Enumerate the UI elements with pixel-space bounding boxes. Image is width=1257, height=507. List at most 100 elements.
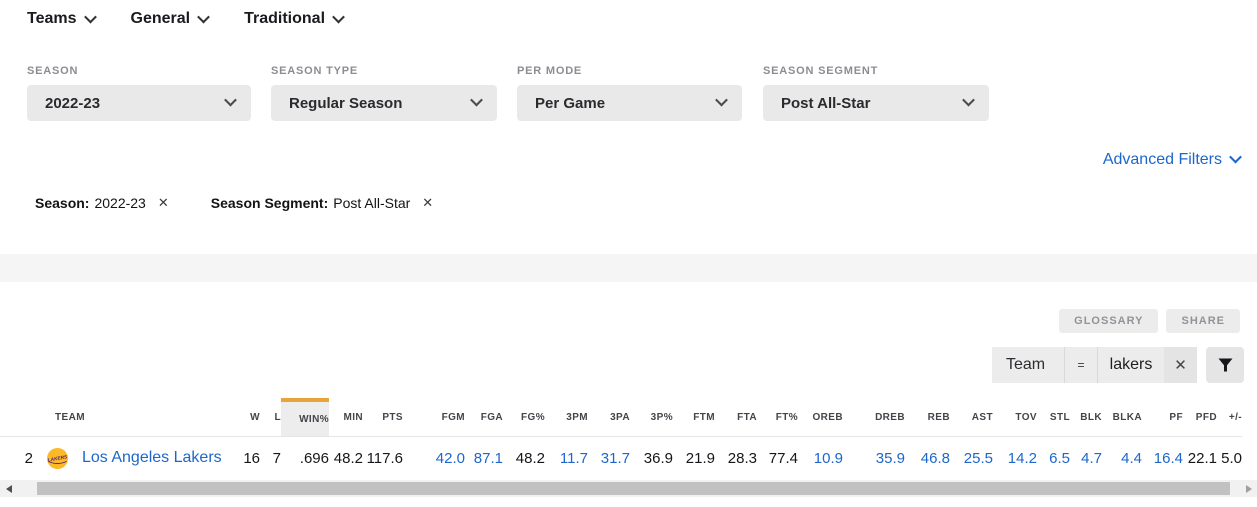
scroll-right-button[interactable] [1240, 480, 1257, 497]
glossary-button[interactable]: GLOSSARY [1059, 309, 1159, 333]
col-header-ftm[interactable]: FTM [693, 411, 715, 423]
col-header-winpct[interactable]: WIN% [281, 398, 329, 436]
chevron-down-icon [197, 10, 210, 23]
advanced-filters-link[interactable]: Advanced Filters [1103, 150, 1242, 169]
chip-season-segment: Season Segment: Post All-Star ✕ [211, 195, 433, 211]
team-name-link[interactable]: Los Angeles Lakers [82, 449, 222, 466]
filter-operator-value: = [1077, 358, 1085, 372]
chevron-down-icon [332, 10, 345, 23]
scroll-right-icon [1245, 484, 1252, 493]
season-select[interactable]: 2022-23 [27, 85, 251, 121]
stat-cell-l: 7 [272, 449, 281, 467]
filter-operator-select[interactable]: = [1065, 347, 1098, 383]
col-header-team[interactable]: TEAM [55, 411, 85, 423]
stat-cell-ftm: 21.9 [685, 449, 715, 467]
season-segment-select[interactable]: Post All-Star [763, 85, 989, 121]
col-header-w[interactable]: W [250, 411, 260, 423]
close-icon[interactable]: ✕ [422, 195, 434, 210]
col-header-l[interactable]: L [274, 411, 281, 423]
season-type-select[interactable]: Regular Season [271, 85, 497, 121]
col-header-oreb[interactable]: OREB [812, 411, 843, 423]
per-mode-select-value: Per Game [535, 94, 606, 112]
nav-traditional-label: Traditional [244, 10, 326, 27]
stat-cell-blk[interactable]: 4.7 [1081, 449, 1102, 467]
col-header-min[interactable]: MIN [343, 411, 363, 423]
nav-teams-label: Teams [27, 10, 77, 27]
col-header-pf[interactable]: PF [1169, 411, 1183, 423]
chip-season-value: 2022-23 [94, 195, 146, 211]
col-header-dreb[interactable]: DREB [875, 411, 905, 423]
col-header-fgm[interactable]: FGM [441, 411, 465, 423]
stat-cell-tov[interactable]: 14.2 [1007, 449, 1037, 467]
season-type-filter-label: SEASON TYPE [271, 65, 359, 77]
per-mode-filter-label: PER MODE [517, 65, 583, 77]
close-icon[interactable]: ✕ [157, 195, 169, 210]
scroll-left-button[interactable] [0, 480, 17, 497]
season-filter-label: SEASON [27, 65, 79, 77]
nav-general-label: General [130, 10, 191, 27]
col-header-fga[interactable]: FGA [480, 411, 503, 423]
team-rank: 2 [24, 449, 33, 467]
col-header-fgpct[interactable]: FG% [521, 411, 545, 423]
chip-season: Season: 2022-23 ✕ [35, 195, 169, 211]
filter-funnel-icon [1218, 358, 1232, 372]
stat-cell-ftpct: 77.4 [768, 449, 798, 467]
filter-value-input[interactable]: lakers [1098, 347, 1164, 383]
stat-cell-3pa[interactable]: 31.7 [600, 449, 630, 467]
stat-cell-reb[interactable]: 46.8 [920, 449, 950, 467]
col-header-blka[interactable]: BLKA [1112, 411, 1142, 423]
chevron-down-icon [1229, 150, 1242, 164]
stat-cell-stl[interactable]: 6.5 [1049, 449, 1070, 467]
stat-cell-pf[interactable]: 16.4 [1153, 449, 1183, 467]
stat-cell-plusminus: 5.0 [1221, 449, 1242, 467]
nav-teams-dropdown[interactable]: Teams [27, 10, 97, 28]
season-segment-filter-label: SEASON SEGMENT [763, 65, 879, 77]
horizontal-scrollbar[interactable] [0, 480, 1257, 497]
season-type-select-value: Regular Season [289, 94, 403, 112]
col-header-fta[interactable]: FTA [737, 411, 757, 423]
col-header-stl[interactable]: STL [1049, 411, 1070, 423]
stat-cell-pfd: 22.1 [1187, 449, 1217, 467]
stat-cell-3pm[interactable]: 11.7 [559, 449, 588, 467]
stat-cell-fta: 28.3 [727, 449, 757, 467]
table-row: 2 LAKERS Los Angeles Lakers 16 7 .696 48… [0, 437, 1242, 479]
filter-value-text: lakers [1109, 356, 1153, 373]
stat-cell-blka[interactable]: 4.4 [1121, 449, 1142, 467]
stat-cell-oreb[interactable]: 10.9 [813, 449, 843, 467]
chevron-down-icon [962, 93, 975, 107]
col-header-blk[interactable]: BLK [1080, 411, 1102, 423]
stat-cell-fga[interactable]: 87.1 [473, 449, 503, 467]
per-mode-select[interactable]: Per Game [517, 85, 742, 121]
nav-general-dropdown[interactable]: General [130, 10, 210, 28]
col-header-3pa[interactable]: 3PA [610, 411, 630, 423]
stat-cell-winpct: .696 [299, 449, 329, 467]
col-header-3ppct[interactable]: 3P% [650, 411, 673, 423]
filter-clear-button[interactable]: ✕ [1164, 347, 1197, 383]
share-button[interactable]: SHARE [1166, 309, 1240, 333]
col-header-ast[interactable]: AST [971, 411, 993, 423]
col-header-pts[interactable]: PTS [382, 411, 403, 423]
chip-season-label: Season: [35, 195, 90, 211]
nav-traditional-dropdown[interactable]: Traditional [244, 10, 345, 28]
stat-cell-pts: 117.6 [366, 449, 403, 467]
close-icon: ✕ [1174, 357, 1187, 374]
col-header-3pm[interactable]: 3PM [566, 411, 588, 423]
col-header-tov[interactable]: TOV [1015, 411, 1037, 423]
column-filter-control: Team = lakers ✕ [992, 347, 1244, 383]
col-header-plusminus[interactable]: +/- [1228, 411, 1242, 423]
season-select-value: 2022-23 [45, 94, 101, 112]
col-header-reb[interactable]: REB [927, 411, 950, 423]
stat-cell-dreb[interactable]: 35.9 [875, 449, 905, 467]
table-toolbar: GLOSSARY SHARE [1059, 309, 1240, 333]
stats-nav: Teams General Traditional [27, 10, 345, 28]
filter-funnel-button[interactable] [1206, 347, 1244, 383]
filter-field-select[interactable]: Team [992, 347, 1065, 383]
chevron-down-icon [224, 93, 237, 107]
col-header-pfd[interactable]: PFD [1195, 411, 1217, 423]
stat-cell-ast[interactable]: 25.5 [963, 449, 993, 467]
svg-text:LAKERS: LAKERS [47, 454, 68, 463]
col-header-ftpct[interactable]: FT% [775, 411, 798, 423]
scrollbar-thumb[interactable] [37, 482, 1230, 495]
chip-season-segment-label: Season Segment: [210, 195, 329, 211]
stat-cell-fgm[interactable]: 42.0 [435, 449, 465, 467]
